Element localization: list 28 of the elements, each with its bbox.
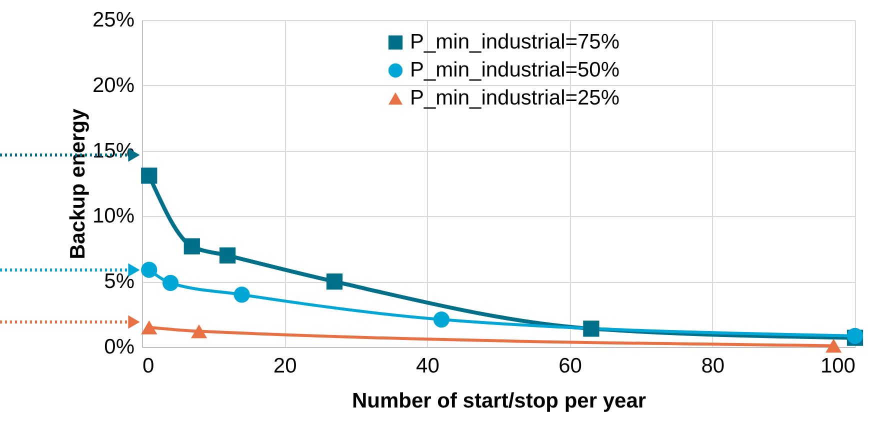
legend-label: P_min_industrial=25% bbox=[410, 86, 620, 110]
point bbox=[141, 320, 158, 334]
x-tick-label: 20 bbox=[273, 354, 297, 378]
y-tick-label: 10% bbox=[92, 204, 134, 228]
x-tick-label: 60 bbox=[558, 354, 582, 378]
y-axis-title: Backup energy bbox=[66, 108, 90, 260]
x-tick-label: 0 bbox=[142, 354, 154, 378]
point bbox=[220, 247, 236, 264]
x-tick-label: 100 bbox=[820, 354, 856, 378]
point bbox=[326, 274, 343, 290]
point bbox=[162, 274, 179, 291]
y-tick-label: 25% bbox=[92, 8, 134, 32]
y-tick-label: 0% bbox=[104, 336, 134, 358]
point bbox=[184, 238, 200, 254]
point bbox=[190, 324, 208, 338]
point bbox=[433, 311, 450, 328]
x-axis-title: Number of start/stop per year bbox=[352, 390, 646, 412]
y-tick-label: 5% bbox=[104, 270, 134, 294]
x-tick-label: 40 bbox=[416, 354, 440, 378]
point bbox=[141, 262, 158, 278]
point bbox=[583, 320, 600, 337]
y-tick-label: 20% bbox=[92, 74, 134, 97]
point bbox=[826, 338, 842, 353]
legend-label: P_min_industrial=75% bbox=[410, 30, 620, 54]
legend-label: P_min_industrial=50% bbox=[410, 58, 620, 82]
point bbox=[234, 286, 250, 303]
point bbox=[141, 168, 158, 184]
x-tick-label: 80 bbox=[701, 354, 725, 378]
